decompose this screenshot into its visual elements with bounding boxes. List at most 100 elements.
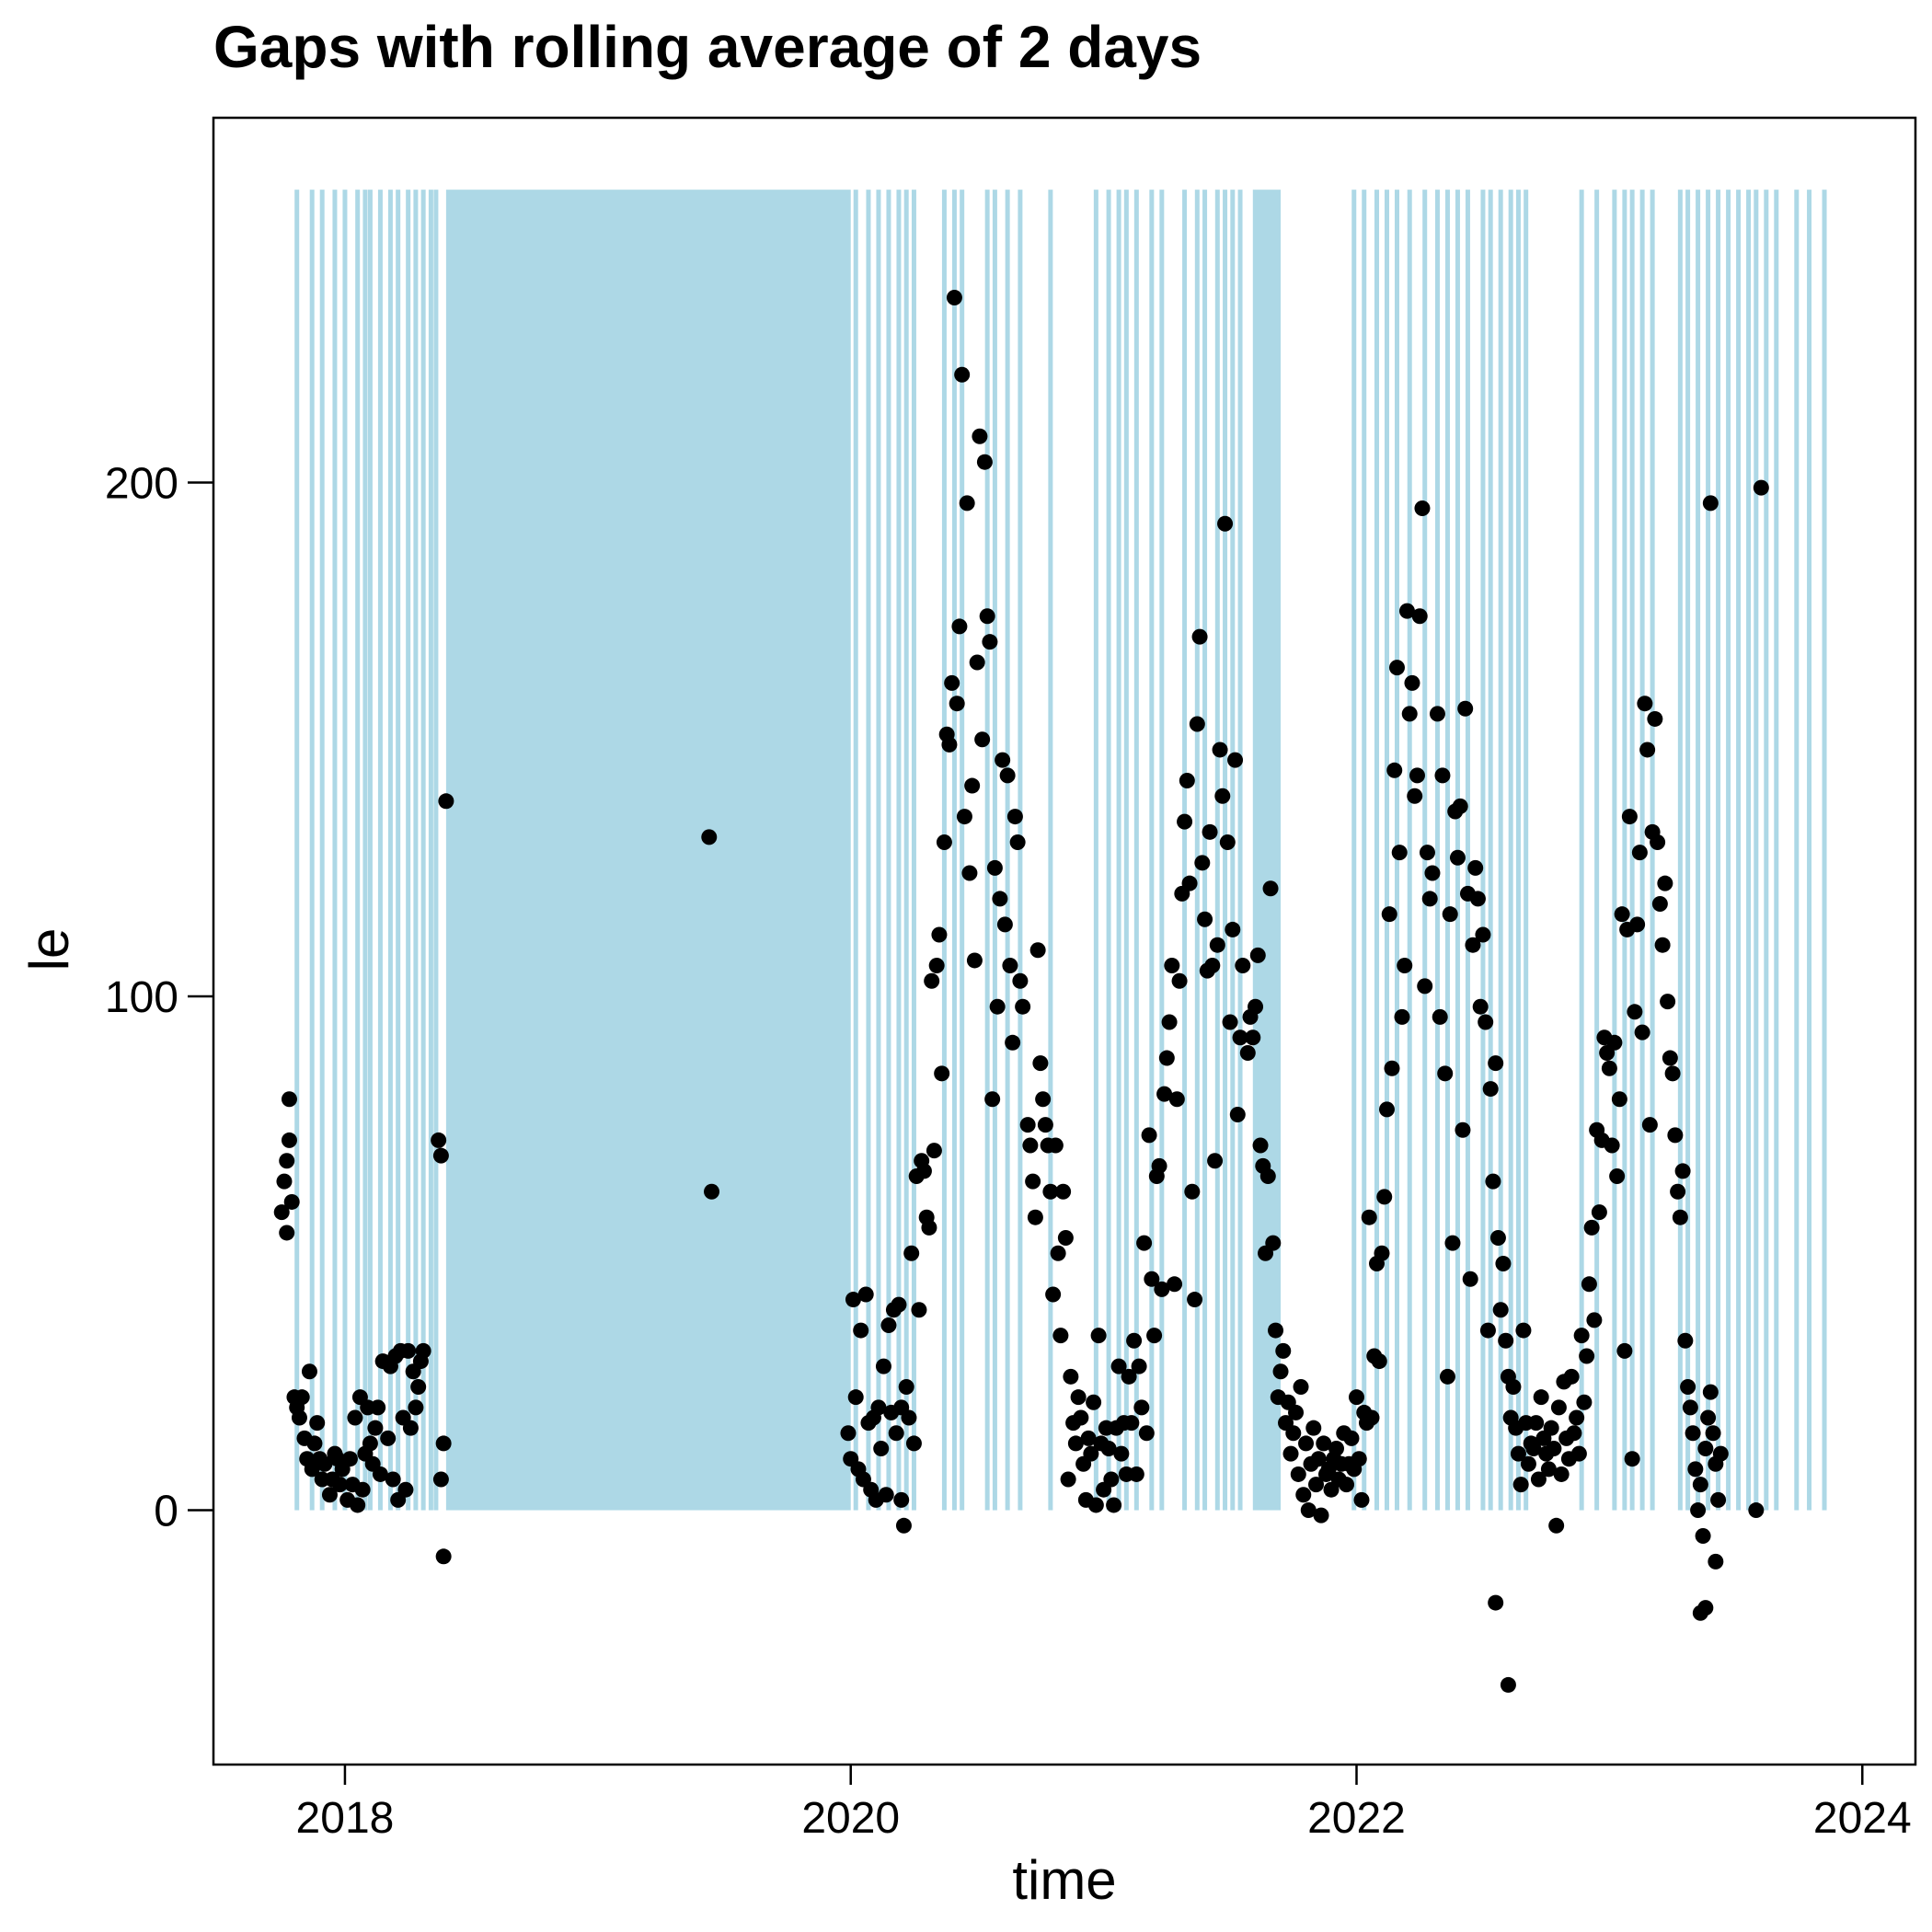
data-point xyxy=(370,1399,386,1416)
data-points xyxy=(273,289,1769,1693)
data-point xyxy=(1285,1425,1302,1442)
data-point xyxy=(875,1358,891,1374)
data-point xyxy=(306,1435,323,1452)
data-point xyxy=(1187,1292,1203,1308)
data-point xyxy=(1376,1189,1393,1205)
data-point xyxy=(1106,1497,1122,1513)
data-point xyxy=(1239,1044,1256,1061)
gap-line xyxy=(1736,190,1742,1511)
gap-line xyxy=(332,190,338,1511)
gap-line xyxy=(309,190,315,1511)
data-point xyxy=(1308,1477,1325,1493)
data-point xyxy=(915,1163,932,1179)
data-point xyxy=(1475,926,1491,943)
data-point xyxy=(986,859,1003,876)
data-point xyxy=(273,1204,290,1221)
gap-line xyxy=(1465,190,1470,1511)
data-point xyxy=(1710,1491,1727,1508)
data-point xyxy=(1550,1399,1567,1416)
data-point xyxy=(281,1091,297,1108)
gap-line xyxy=(992,190,997,1511)
data-point xyxy=(1268,1322,1284,1339)
data-point xyxy=(1606,1034,1623,1051)
data-point xyxy=(293,1389,310,1406)
data-point xyxy=(1616,1342,1633,1359)
gap-line xyxy=(1123,190,1129,1511)
data-point xyxy=(1469,891,1486,907)
data-point xyxy=(1067,1435,1084,1452)
data-point xyxy=(964,777,981,794)
gap-line xyxy=(1706,190,1711,1511)
data-point xyxy=(1705,1425,1721,1442)
data-point xyxy=(1604,1137,1620,1154)
data-point xyxy=(1002,958,1018,974)
gap-line xyxy=(951,190,957,1511)
data-point xyxy=(911,1302,927,1318)
y-axis-label: le xyxy=(18,928,80,972)
data-point xyxy=(1692,1477,1708,1493)
data-point xyxy=(1351,1451,1367,1467)
data-point xyxy=(1073,1409,1089,1426)
data-point xyxy=(1530,1471,1547,1488)
data-point xyxy=(931,926,948,943)
data-point xyxy=(1339,1477,1355,1493)
data-point xyxy=(921,1219,937,1236)
data-point xyxy=(1035,1091,1052,1108)
data-point xyxy=(1654,937,1671,953)
data-point xyxy=(1409,767,1425,784)
gap-line xyxy=(413,190,419,1511)
data-point xyxy=(956,809,972,825)
data-point xyxy=(996,916,1013,933)
data-point xyxy=(1708,1553,1724,1570)
data-point xyxy=(995,752,1011,768)
data-point xyxy=(847,1389,864,1406)
data-point xyxy=(1697,1600,1714,1616)
data-point xyxy=(1581,1276,1597,1293)
data-point xyxy=(1520,1455,1536,1472)
data-point xyxy=(946,289,962,305)
data-point xyxy=(1702,1384,1719,1400)
data-point xyxy=(1586,1312,1603,1328)
data-point xyxy=(435,1548,452,1565)
data-point xyxy=(1651,896,1668,913)
data-point xyxy=(873,1441,890,1457)
data-point xyxy=(1505,1379,1522,1396)
data-point xyxy=(1083,1445,1099,1462)
data-point xyxy=(1664,1065,1681,1082)
data-point xyxy=(1411,608,1428,625)
data-point xyxy=(1429,706,1445,722)
data-point xyxy=(992,891,1008,907)
data-point xyxy=(704,1183,720,1200)
data-point xyxy=(1667,1127,1684,1144)
data-point xyxy=(1219,834,1236,850)
data-point xyxy=(1647,710,1663,727)
data-point xyxy=(1677,1332,1694,1349)
data-point xyxy=(1452,798,1468,814)
gap-line xyxy=(1149,190,1155,1511)
data-point xyxy=(410,1379,427,1396)
gap-line xyxy=(1524,190,1529,1511)
data-point xyxy=(961,865,978,881)
gap-line xyxy=(960,190,965,1511)
data-point xyxy=(1631,845,1648,861)
gap-line xyxy=(1194,190,1200,1511)
gap-line xyxy=(1716,190,1721,1511)
data-point xyxy=(1141,1127,1157,1144)
gap-line xyxy=(1093,190,1098,1511)
data-point xyxy=(321,1487,338,1503)
gap-line xyxy=(1351,190,1357,1511)
data-point xyxy=(1472,998,1489,1015)
gap-line xyxy=(342,190,348,1511)
data-point xyxy=(1611,1091,1627,1108)
gap-line xyxy=(866,190,871,1511)
data-point xyxy=(1168,1091,1185,1108)
data-point xyxy=(1305,1420,1322,1436)
data-point xyxy=(845,1292,861,1308)
data-point xyxy=(1621,809,1638,825)
x-tick-label: 2018 xyxy=(296,1794,395,1843)
data-point xyxy=(1419,845,1435,861)
data-point xyxy=(1229,1106,1246,1122)
data-point xyxy=(1110,1358,1127,1374)
data-point xyxy=(1086,1394,1102,1410)
